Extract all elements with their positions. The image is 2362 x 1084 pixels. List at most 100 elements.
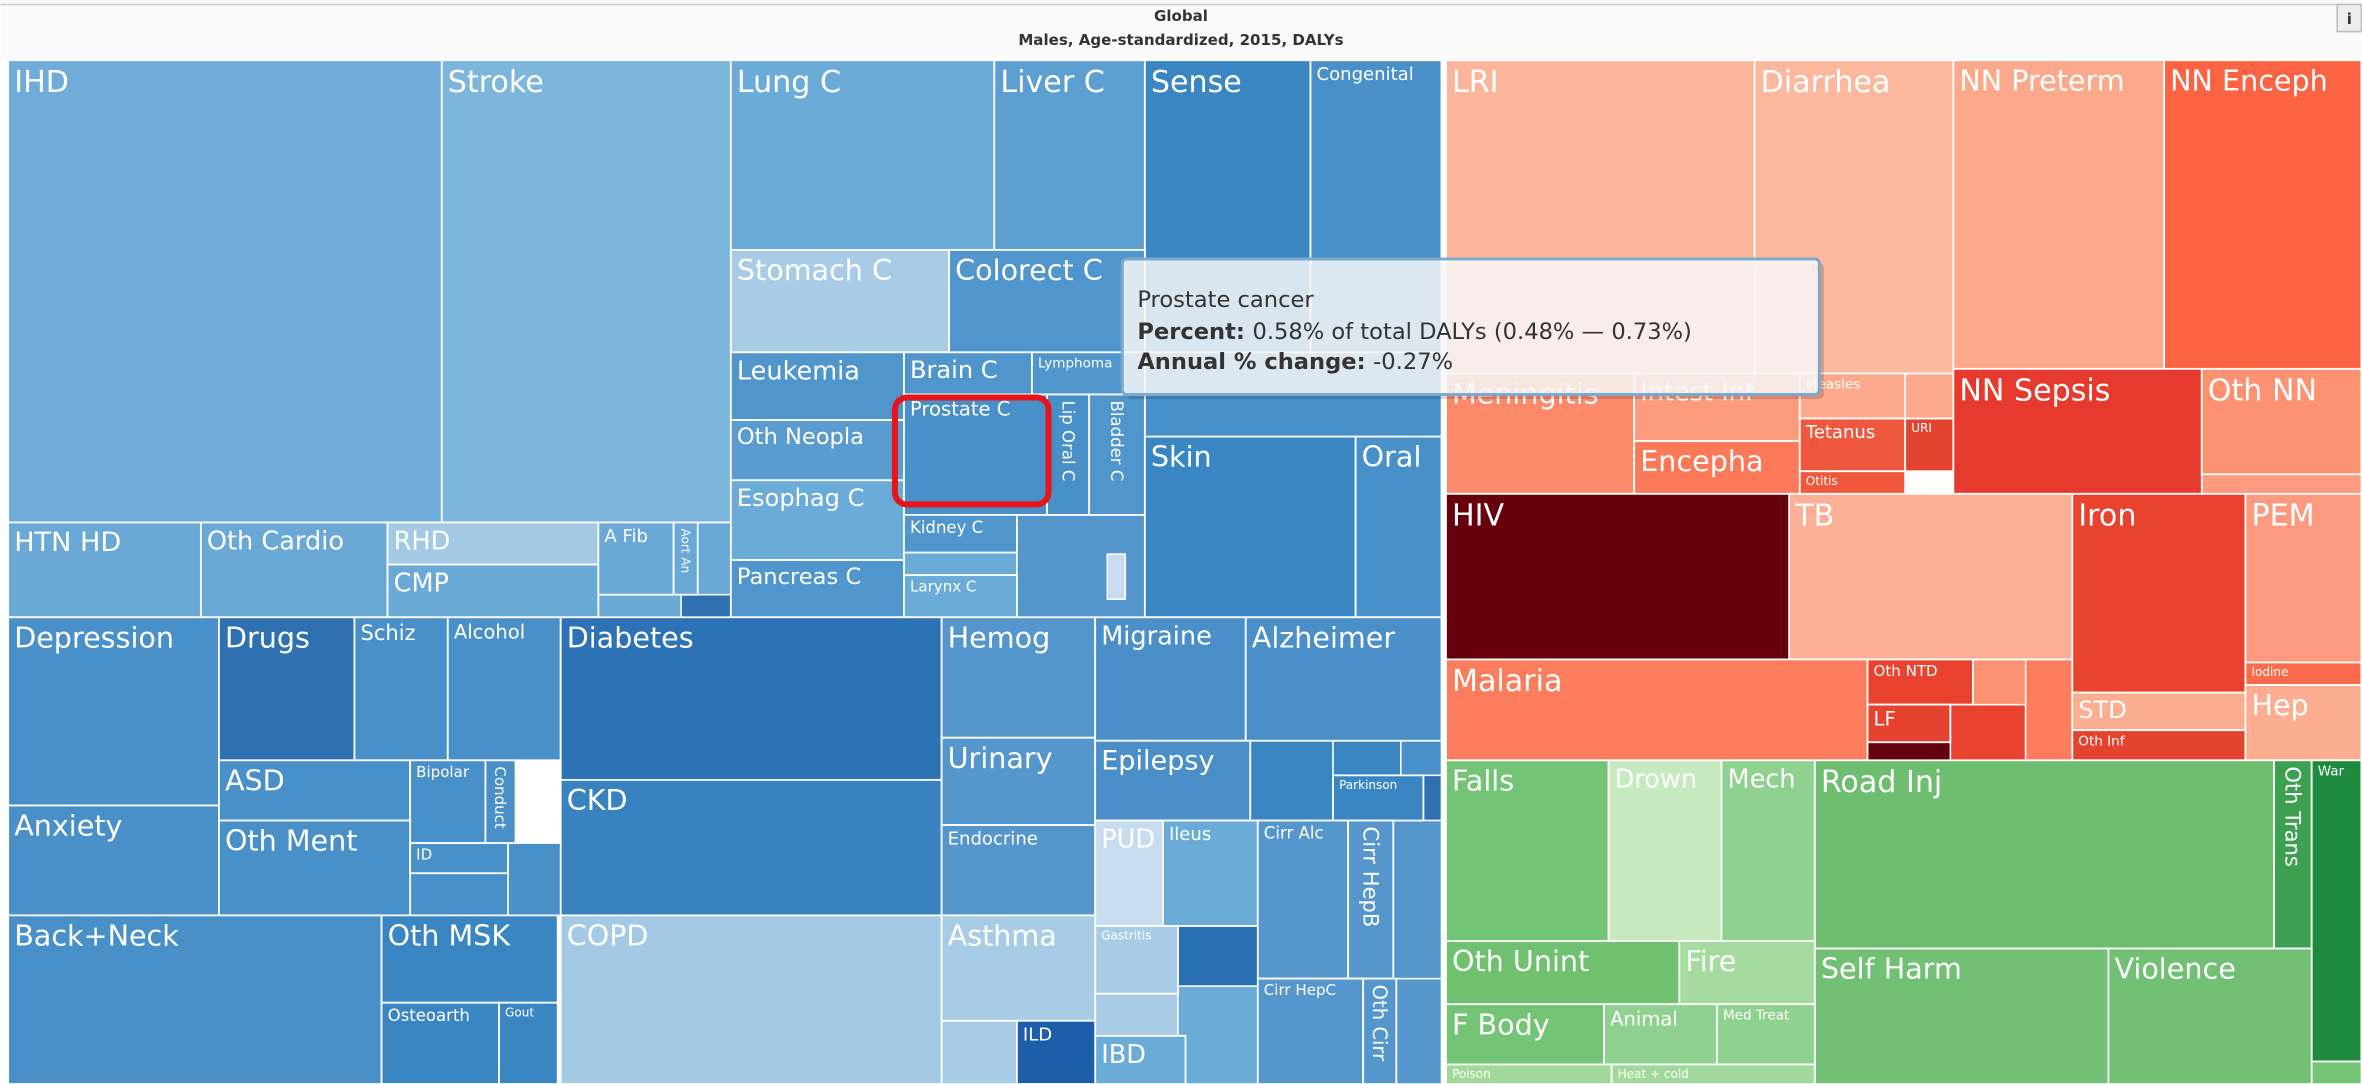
treemap-cell[interactable] <box>507 842 562 917</box>
treemap-cell[interactable] <box>1094 925 1179 995</box>
treemap-cell[interactable] <box>903 574 1018 619</box>
treemap-cell[interactable] <box>1249 739 1334 822</box>
treemap-cell[interactable] <box>1720 759 1816 942</box>
treemap-cell[interactable] <box>218 616 356 762</box>
treemap-cell[interactable] <box>1395 977 1443 1084</box>
cell-label: Alzheimer <box>1252 620 1396 654</box>
treemap-cell[interactable] <box>1094 739 1252 822</box>
treemap-cell[interactable] <box>559 616 943 781</box>
treemap-cell[interactable] <box>2244 684 2362 762</box>
treemap-cell[interactable] <box>1332 739 1402 777</box>
treemap-cell[interactable] <box>1177 985 1259 1084</box>
tooltip-title: Prostate cancer <box>1137 287 1314 313</box>
treemap-cell[interactable] <box>2310 1060 2362 1084</box>
treemap-cell[interactable] <box>1106 553 1127 600</box>
treemap-cell[interactable] <box>218 819 412 917</box>
treemap-cell[interactable] <box>680 593 732 619</box>
treemap-cell[interactable] <box>1143 435 1357 619</box>
treemap-cell[interactable] <box>2200 367 2362 476</box>
treemap-cell[interactable] <box>729 559 905 619</box>
treemap-cell[interactable] <box>409 759 487 845</box>
treemap-cell[interactable] <box>7 914 383 1084</box>
treemap-cell[interactable] <box>1607 759 1723 942</box>
treemap-cell[interactable] <box>1094 1034 1187 1084</box>
treemap-cell[interactable] <box>353 616 449 762</box>
treemap-cell[interactable] <box>1162 819 1259 927</box>
treemap-cell[interactable] <box>1788 492 2074 661</box>
treemap-cell[interactable] <box>7 59 443 524</box>
treemap-cell[interactable] <box>940 616 1097 739</box>
treemap-cell[interactable] <box>498 1001 559 1084</box>
treemap-cell[interactable] <box>903 393 1048 516</box>
treemap-cell[interactable] <box>1445 492 1791 661</box>
treemap-cell[interactable] <box>1813 947 2110 1084</box>
treemap-cell[interactable] <box>1094 616 1247 742</box>
treemap-cell[interactable] <box>1362 977 1398 1084</box>
info-icon[interactable]: i <box>2347 10 2352 28</box>
cell-label: Kidney C <box>910 518 983 537</box>
treemap-cell[interactable] <box>1354 435 1443 619</box>
treemap-cell[interactable] <box>2201 473 2362 495</box>
treemap-cell[interactable] <box>1716 1003 1816 1066</box>
treemap-cell[interactable] <box>1904 372 1955 420</box>
treemap-cell[interactable] <box>1866 703 1952 744</box>
treemap-cell[interactable] <box>1177 925 1259 987</box>
treemap-cell[interactable] <box>1046 393 1091 516</box>
treemap-cell[interactable] <box>1952 367 2203 495</box>
treemap-cell[interactable] <box>1094 992 1179 1037</box>
treemap-cell[interactable] <box>903 551 1018 576</box>
treemap-cell[interactable] <box>1088 393 1146 516</box>
treemap-cell[interactable] <box>1972 658 2027 706</box>
treemap-cell[interactable] <box>2024 658 2074 762</box>
treemap-cell[interactable] <box>2107 947 2313 1084</box>
treemap-cell[interactable] <box>993 59 1146 251</box>
treemap-cell[interactable] <box>903 513 1018 554</box>
treemap-cell[interactable] <box>440 59 732 524</box>
treemap-cell[interactable] <box>1949 703 2027 762</box>
treemap-cell[interactable] <box>199 521 389 619</box>
treemap-cell[interactable] <box>1244 616 1443 742</box>
treemap-cell[interactable] <box>1445 658 1869 762</box>
info-button[interactable] <box>2336 3 2362 33</box>
treemap-cell[interactable] <box>7 616 220 807</box>
treemap-cell[interactable] <box>1256 819 1350 980</box>
treemap-cell[interactable] <box>559 914 943 1084</box>
treemap-cell[interactable] <box>1813 759 2275 950</box>
treemap-cell[interactable] <box>940 914 1097 1022</box>
cell-label: Drugs <box>225 620 310 654</box>
treemap-cell[interactable] <box>1332 774 1425 822</box>
treemap-cell[interactable] <box>1904 417 1955 473</box>
treemap-cell[interactable] <box>672 521 699 596</box>
treemap-cell[interactable] <box>1866 658 1974 706</box>
treemap-cell[interactable] <box>729 419 905 482</box>
treemap-cell[interactable] <box>2163 59 2362 370</box>
treemap-cell[interactable] <box>1392 819 1443 980</box>
treemap-cell[interactable] <box>386 521 600 566</box>
treemap-cell[interactable] <box>7 521 202 619</box>
treemap-cell[interactable] <box>1094 819 1164 927</box>
treemap-cell[interactable] <box>696 521 732 596</box>
cell-label: Aort An <box>678 528 692 573</box>
treemap-cell[interactable] <box>940 1020 1018 1084</box>
treemap-cell[interactable] <box>2310 759 2362 1063</box>
treemap-cell[interactable] <box>409 842 509 875</box>
treemap-cell[interactable] <box>2071 492 2247 694</box>
treemap-cell[interactable] <box>597 593 682 619</box>
treemap-cell[interactable] <box>409 872 509 917</box>
treemap-cell[interactable] <box>1610 1063 1816 1084</box>
treemap-cell[interactable] <box>729 59 996 251</box>
treemap-cell[interactable] <box>380 1001 500 1084</box>
treemap-cell[interactable] <box>1866 741 1952 762</box>
treemap-cell[interactable] <box>1015 1019 1097 1084</box>
treemap-cell[interactable] <box>218 759 412 822</box>
treemap-cell[interactable] <box>1952 59 2166 370</box>
treemap-cell[interactable] <box>1678 940 1816 1006</box>
treemap-cell[interactable] <box>729 249 951 354</box>
treemap-cell[interactable] <box>1400 739 1443 777</box>
treemap-cell[interactable] <box>1798 417 1907 473</box>
treemap-cell[interactable] <box>1633 440 1801 495</box>
treemap-cell[interactable] <box>2244 492 2362 664</box>
treemap-cell[interactable] <box>380 914 559 1004</box>
treemap-cell[interactable] <box>1422 774 1443 822</box>
treemap-cell[interactable] <box>559 778 943 917</box>
